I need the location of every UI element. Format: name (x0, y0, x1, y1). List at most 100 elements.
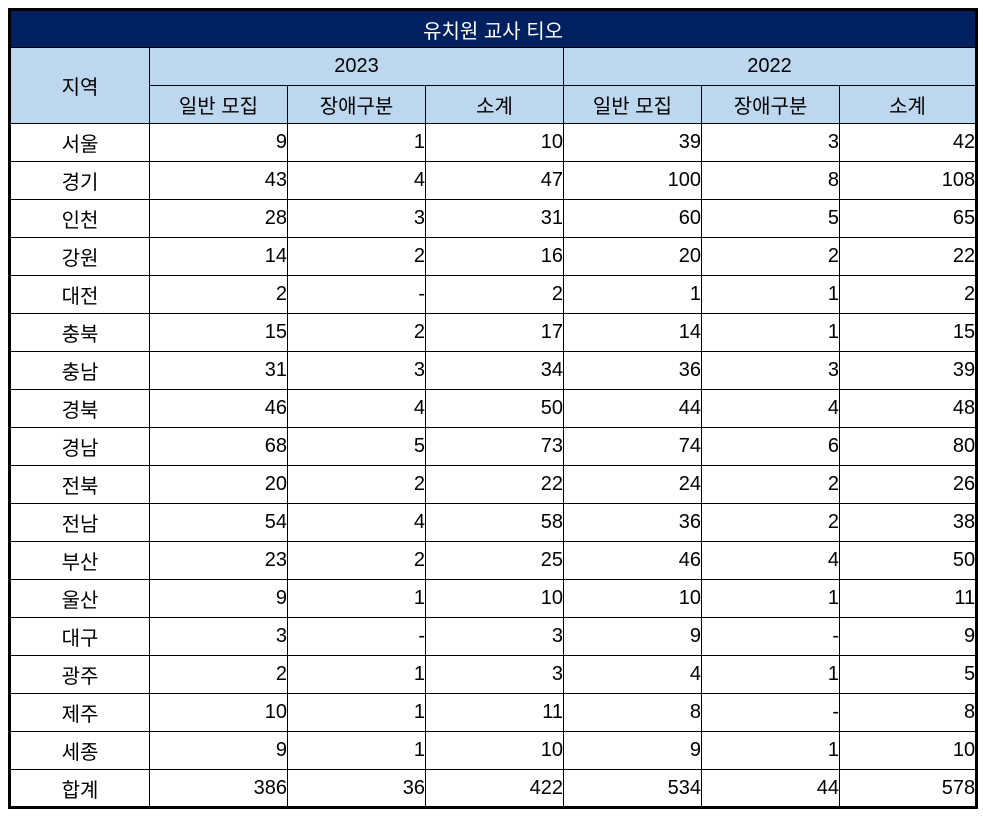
region-cell: 경기 (9, 161, 150, 200)
value-cell: 73 (425, 427, 564, 466)
subcolumn-header-row: 일반 모집 장애구분 소계 일반 모집 장애구분 소계 (10, 85, 978, 124)
value-cell: 36 (563, 351, 702, 390)
value-cell: 5 (838, 655, 978, 694)
table-title: 유치원 교사 티오 (8, 9, 978, 48)
region-cell: 충남 (9, 351, 150, 390)
value-cell: 20 (149, 465, 288, 504)
table-row: 세종 9 1 10 9 1 10 (9, 731, 978, 770)
value-cell: 17 (425, 313, 564, 352)
value-cell: 31 (425, 199, 564, 238)
value-cell: 10 (149, 693, 288, 732)
value-cell: 108 (838, 161, 978, 200)
value-cell: 1 (701, 655, 840, 694)
value-cell: 8 (701, 161, 840, 200)
value-cell: 46 (149, 389, 288, 428)
value-cell: 22 (838, 237, 978, 276)
value-cell: 2 (701, 503, 840, 542)
table-body: 서울 9 1 10 39 3 42 경기 43 4 47 100 8 108 인천 28 3 31 60 5 65 강원 1… (9, 123, 978, 808)
value-cell: 9 (563, 617, 702, 656)
table-row: 경기 43 4 47 100 8 108 (9, 161, 978, 200)
value-cell: 2 (287, 313, 426, 352)
value-cell: 44 (701, 769, 840, 808)
value-cell: 42 (838, 123, 978, 162)
value-cell: - (701, 617, 840, 656)
value-cell: 4 (701, 541, 840, 580)
column-header-year-2022: 2022 (562, 47, 978, 86)
value-cell: 43 (149, 161, 288, 200)
value-cell: 34 (425, 351, 564, 390)
value-cell: 38 (838, 503, 978, 542)
value-cell: 31 (149, 351, 288, 390)
table-row: 대전 2-2 1 1 2 (9, 275, 978, 314)
value-cell: 24 (563, 465, 702, 504)
value-cell: 1 (287, 655, 426, 694)
value-cell: 11 (425, 693, 564, 732)
table-row: 제주 10 1 11 8-8 (9, 693, 978, 732)
value-cell: 1 (701, 579, 840, 618)
value-cell: 58 (425, 503, 564, 542)
value-cell: 1 (701, 731, 840, 770)
value-cell: 9 (563, 731, 702, 770)
table-header: 유치원 교사 티오 지역 2023 2022 일반 모집 장애구분 소계 일반 … (8, 9, 978, 124)
column-header-subtotal-2022: 소계 (838, 85, 978, 124)
value-cell: 422 (425, 769, 564, 808)
value-cell: 3 (425, 617, 564, 656)
value-cell: 28 (149, 199, 288, 238)
region-cell: 합계 (9, 769, 150, 808)
region-cell: 전남 (9, 503, 150, 542)
value-cell: 5 (701, 199, 840, 238)
value-cell: 39 (563, 123, 702, 162)
value-cell: 5 (287, 427, 426, 466)
value-cell: 3 (149, 617, 288, 656)
table-row: 대구 3-3 9-9 (9, 617, 978, 656)
value-cell: 10 (425, 579, 564, 618)
table-row: 전남 54 4 58 36 2 38 (9, 503, 978, 542)
value-cell: 534 (563, 769, 702, 808)
value-cell: 100 (563, 161, 702, 200)
table-row: 강원 14 2 16 20 2 22 (9, 237, 978, 276)
column-header-disability-2023: 장애구분 (287, 85, 426, 124)
region-cell: 서울 (9, 123, 150, 162)
value-cell: 65 (838, 199, 978, 238)
value-cell: 9 (149, 731, 288, 770)
value-cell: 2 (149, 655, 288, 694)
region-cell: 충북 (9, 313, 150, 352)
value-cell: 3 (287, 199, 426, 238)
column-header-subtotal-2023: 소계 (425, 85, 564, 124)
value-cell: 9 (149, 123, 288, 162)
value-cell: 50 (425, 389, 564, 428)
value-cell: 68 (149, 427, 288, 466)
value-cell: 4 (287, 389, 426, 428)
value-cell: 3 (701, 123, 840, 162)
value-cell: 1 (287, 693, 426, 732)
value-cell: 2 (287, 465, 426, 504)
table-row: 충북 15 2 17 14 1 15 (9, 313, 978, 352)
value-cell: 20 (563, 237, 702, 276)
value-cell: 15 (149, 313, 288, 352)
region-cell: 경북 (9, 389, 150, 428)
table-row: 경남 68 5 73 74 6 80 (9, 427, 978, 466)
value-cell: 4 (287, 161, 426, 200)
value-cell: 2 (149, 275, 288, 314)
region-cell: 대전 (9, 275, 150, 314)
table-row: 경북 46 4 50 44 4 48 (9, 389, 978, 428)
column-header-general-2022: 일반 모집 (563, 85, 702, 124)
value-cell: 36 (287, 769, 426, 808)
value-cell: 8 (838, 693, 978, 732)
value-cell: 3 (701, 351, 840, 390)
value-cell: 10 (563, 579, 702, 618)
table-row: 충남 31 3 34 36 3 39 (9, 351, 978, 390)
value-cell: 36 (563, 503, 702, 542)
region-cell: 강원 (9, 237, 150, 276)
value-cell: 2 (701, 237, 840, 276)
value-cell: 10 (425, 731, 564, 770)
region-cell: 인천 (9, 199, 150, 238)
value-cell: 15 (838, 313, 978, 352)
region-cell: 제주 (9, 693, 150, 732)
value-cell: 10 (838, 731, 978, 770)
value-cell: 22 (425, 465, 564, 504)
value-cell: 16 (425, 237, 564, 276)
title-row: 유치원 교사 티오 (8, 9, 978, 48)
value-cell: 6 (701, 427, 840, 466)
